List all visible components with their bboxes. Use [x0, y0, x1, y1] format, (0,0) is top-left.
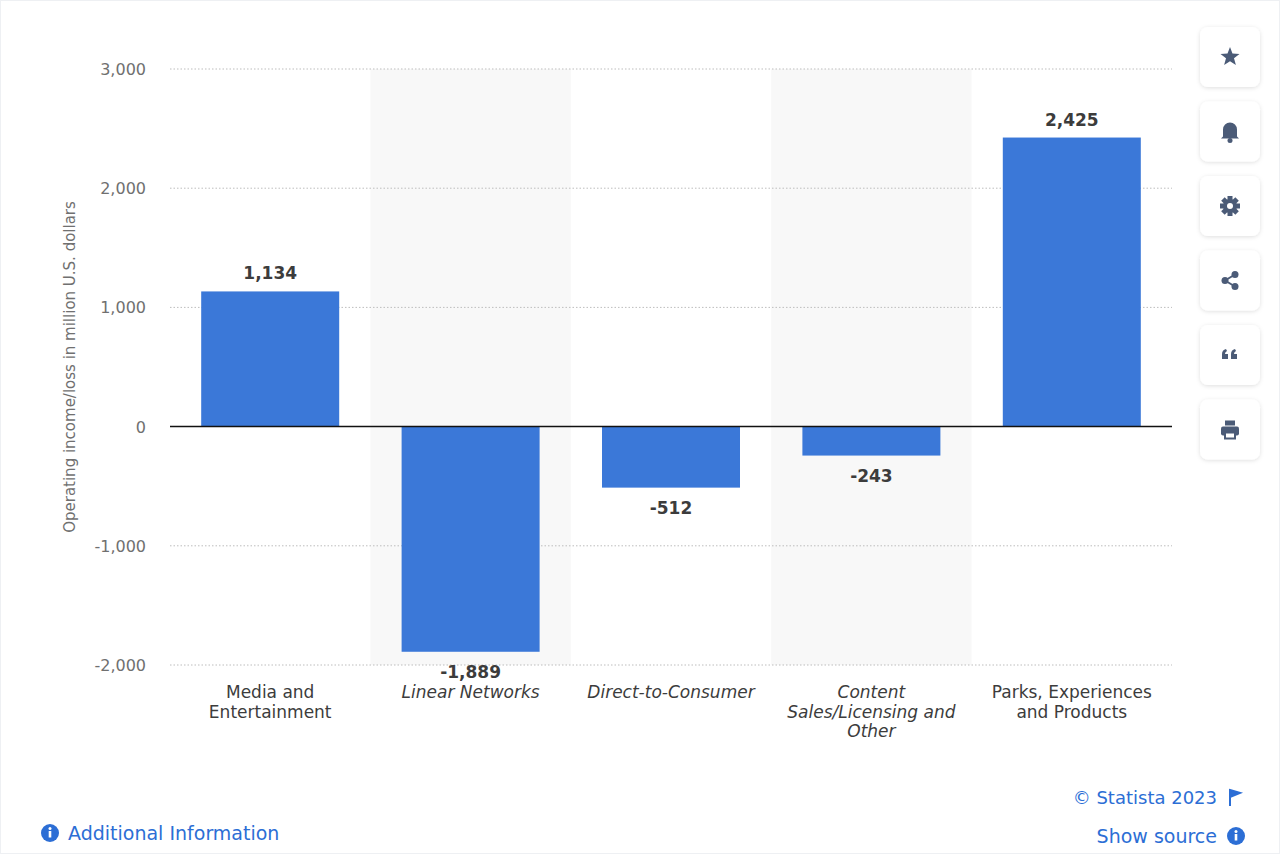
info-circle — [41, 824, 59, 842]
button-icon — [1220, 47, 1239, 65]
button-icon — [1222, 349, 1237, 359]
bell-icon — [1221, 123, 1239, 139]
data-label: -512 — [650, 498, 693, 518]
info-stem — [49, 831, 52, 838]
y-tick-label: 2,000 — [100, 179, 146, 198]
gear-hole — [1227, 203, 1233, 209]
data-label: -1,889 — [440, 662, 501, 682]
y-grid — [170, 69, 1172, 665]
share-node — [1232, 283, 1239, 290]
card-border — [1, 1, 1280, 854]
quote-icon — [1231, 349, 1237, 359]
star-icon — [1220, 47, 1239, 65]
data-label: 1,134 — [243, 263, 297, 283]
printer-tray — [1225, 433, 1235, 439]
grid-line — [170, 69, 1172, 70]
sidebar-button[interactable] — [1200, 102, 1260, 162]
category-label-line: Other — [847, 721, 896, 741]
category-label-line: Sales/Licensing and — [787, 702, 955, 722]
gear-body — [1223, 199, 1237, 213]
category-label-line: Entertainment — [209, 702, 332, 722]
show-source-link[interactable]: Show source — [1097, 825, 1217, 847]
bar — [201, 291, 339, 426]
category-label: Parks, Experiencesand Products — [992, 682, 1152, 722]
share-node — [1222, 277, 1229, 284]
category-label-line: and Products — [1016, 702, 1127, 722]
sidebar — [1200, 27, 1260, 460]
category-label: Media andEntertainment — [209, 682, 332, 722]
button-icon — [1221, 123, 1239, 144]
zero-line — [170, 426, 1172, 428]
column-band — [370, 69, 570, 665]
button-icon — [1222, 271, 1239, 290]
bell-clapper — [1228, 138, 1233, 143]
sidebar-button[interactable] — [1200, 325, 1260, 385]
y-tick-label: -2,000 — [94, 656, 146, 675]
bar — [402, 427, 540, 652]
sidebar-button[interactable] — [1200, 176, 1260, 236]
bars — [201, 138, 1141, 652]
sidebar-button[interactable] — [1200, 251, 1260, 311]
grid-line — [170, 665, 1172, 666]
bar — [802, 427, 940, 456]
info-icon — [1227, 827, 1245, 845]
button-box[interactable] — [1200, 27, 1260, 87]
button-icon — [1221, 421, 1239, 439]
quote-icon — [1222, 349, 1228, 359]
category-label: Linear Networks — [402, 682, 540, 702]
button-box[interactable] — [1200, 251, 1260, 311]
button-box[interactable] — [1200, 400, 1260, 460]
printer-paper — [1225, 421, 1235, 426]
category-label-line: Direct-to-Consumer — [587, 682, 755, 702]
y-tick-label: 1,000 — [100, 298, 146, 317]
sidebar-button[interactable] — [1200, 400, 1260, 460]
bar — [1003, 138, 1141, 427]
button-box[interactable] — [1200, 176, 1260, 236]
button-box[interactable] — [1200, 102, 1260, 162]
column-bands — [370, 69, 971, 665]
info-circle — [1227, 827, 1245, 845]
button-box[interactable] — [1200, 325, 1260, 385]
button-icon — [1220, 196, 1240, 216]
category-label-line: Linear Networks — [402, 682, 540, 702]
category-label: Direct-to-Consumer — [587, 682, 755, 702]
y-axis-title: Operating income/loss in million U.S. do… — [61, 201, 79, 533]
category-label-line: Parks, Experiences — [992, 682, 1152, 702]
info-icon — [41, 824, 59, 842]
data-label: 2,425 — [1045, 110, 1099, 130]
background — [0, 0, 1280, 854]
info-dot — [49, 827, 52, 830]
sidebar-button[interactable] — [1200, 27, 1260, 87]
data-label: -243 — [850, 466, 893, 486]
category-label: ContentSales/Licensing andOther — [787, 682, 955, 741]
copyright[interactable]: © Statista 2023 — [1073, 787, 1217, 808]
additional-info-link[interactable]: Additional Information — [68, 822, 279, 844]
bar — [602, 427, 740, 488]
category-label-line: Content — [838, 682, 907, 702]
share-node — [1232, 271, 1239, 278]
y-tick-label: 0 — [136, 418, 146, 437]
y-tick-label: -1,000 — [94, 537, 146, 556]
column-band — [771, 69, 971, 665]
grid-line — [170, 545, 1172, 546]
y-tick-label: 3,000 — [100, 60, 146, 79]
category-label-line: Media and — [226, 682, 314, 702]
info-stem — [1235, 834, 1238, 841]
info-dot — [1235, 830, 1238, 833]
flag-icon — [1230, 790, 1240, 806]
chart-canvas: -2,000 -1,000 0 1,000 2,000 3,000 Operating in… — [0, 0, 1280, 854]
